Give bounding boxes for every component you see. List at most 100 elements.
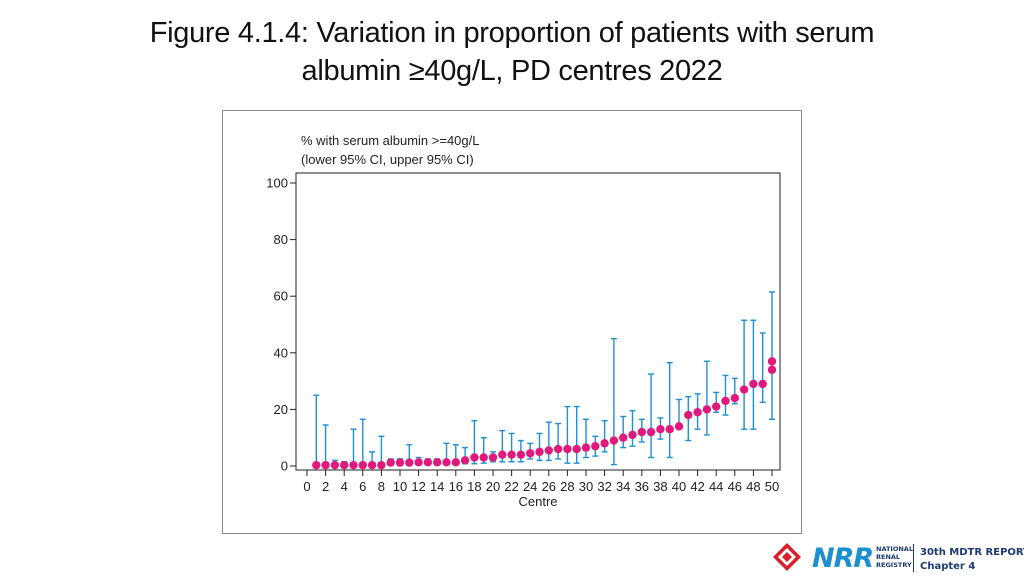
logo-subtext-line: REGISTRY [876,561,912,569]
x-tick-label: 10 [393,479,407,494]
y-tick-label: 80 [274,232,288,247]
data-point [377,460,386,470]
footer-divider [913,544,914,572]
plot-area [295,172,781,471]
data-point [646,427,656,437]
y-tick-label: 20 [274,402,288,417]
data-point [572,444,581,454]
logo-subtext: NATIONAL RENAL REGISTRY [876,545,913,569]
x-tick-label: 34 [616,479,630,494]
data-point [693,408,702,417]
x-tick-label: 30 [579,479,593,494]
data-point [600,439,609,448]
data-point [321,460,330,470]
chart-legend: % with serum albumin >=40g/L (lower 95% C… [301,133,479,167]
x-tick-label: 12 [411,479,425,494]
data-point [367,460,377,470]
report-info: 30th MDTR REPORT 2022 Chapter 4 [920,546,1024,574]
x-tick-label: 38 [653,479,667,494]
x-tick-label: 22 [504,479,518,494]
report-title: 30th MDTR REPORT 2022 [920,547,1024,558]
data-point [340,460,349,470]
data-point [507,450,516,459]
nrr-logo-text: NRR [812,543,874,574]
x-tick-label: 50 [765,479,779,494]
data-point [488,453,498,462]
x-tick-label: 26 [542,479,556,494]
x-tick-label: 48 [746,479,760,494]
x-axis: 0 2 4 6 8 10 12 14 16 18 20 22 24 26 28 30 32 34 36 38 40 42 4… [303,470,779,494]
data-point [451,458,460,467]
footer-branding: NRR NATIONAL RENAL REGISTRY 30th MDTR RE… [772,538,1024,576]
data-point [628,430,637,440]
x-tick-label: 18 [467,479,481,494]
data-point [312,460,321,470]
data-point [358,460,367,470]
data-point [479,453,488,462]
caterpillar-chart: % with serum albumin >=40g/L (lower 95% C… [266,133,781,509]
x-tick-label: 36 [635,479,649,494]
data-point [739,385,749,394]
data-point [684,410,693,420]
y-tick-label: 100 [266,176,288,191]
data-point [674,422,684,431]
data-point [712,402,721,411]
legend-line: (lower 95% CI, upper 95% CI) [301,152,474,167]
y-tick-label: 0 [281,459,288,474]
data-point [386,458,395,467]
data-point [553,444,563,454]
x-tick-label: 6 [359,479,366,494]
x-tick-label: 40 [672,479,686,494]
data-point [460,456,470,465]
legend-line: % with serum albumin >=40g/L [301,133,479,148]
data-point [563,444,572,454]
data-point [637,427,646,437]
data-point [702,405,712,414]
x-axis-label: Centre [518,494,557,509]
error-bars [313,291,775,467]
x-tick-label: 8 [378,479,385,494]
data-point [544,446,553,455]
data-points [312,357,777,470]
data-point [665,425,674,434]
data-point [526,449,535,458]
data-point [581,443,591,452]
y-tick-label: 40 [274,345,288,360]
logo-subtext-line: NATIONAL [876,545,913,553]
x-tick-label: 28 [560,479,574,494]
data-point [619,433,628,442]
report-chapter: Chapter 4 [920,561,976,572]
data-point [516,450,526,459]
x-tick-label: 32 [597,479,611,494]
data-point [405,458,414,467]
y-axis: 0 20 40 60 80 100 [266,176,296,474]
data-point [767,357,777,366]
x-tick-label: 14 [430,479,444,494]
x-tick-label: 4 [341,479,348,494]
data-point [656,425,665,434]
x-tick-label: 42 [690,479,704,494]
slide-title-line-1: Figure 4.1.4: Variation in proportion of… [149,17,875,49]
data-point [498,450,507,459]
registry-diamond-logo-icon [773,543,801,571]
data-point [535,447,544,457]
y-tick-label: 60 [274,289,288,304]
x-tick-label: 0 [303,479,310,494]
x-tick-label: 44 [709,479,723,494]
x-tick-label: 2 [322,479,329,494]
data-point [330,460,340,470]
data-point [749,379,758,389]
data-point [470,453,479,462]
chart-frame: % with serum albumin >=40g/L (lower 95% C… [222,110,802,534]
slide-title: Figure 4.1.4: Variation in proportion of… [0,14,1024,90]
data-point [414,458,423,467]
data-point [767,365,777,374]
logo-subtext-line: RENAL [876,553,901,561]
x-tick-label: 46 [728,479,742,494]
data-point [721,396,730,406]
data-point [395,458,405,467]
data-point [442,458,451,467]
x-tick-label: 20 [486,479,500,494]
data-point [423,458,433,467]
data-point [349,460,358,470]
